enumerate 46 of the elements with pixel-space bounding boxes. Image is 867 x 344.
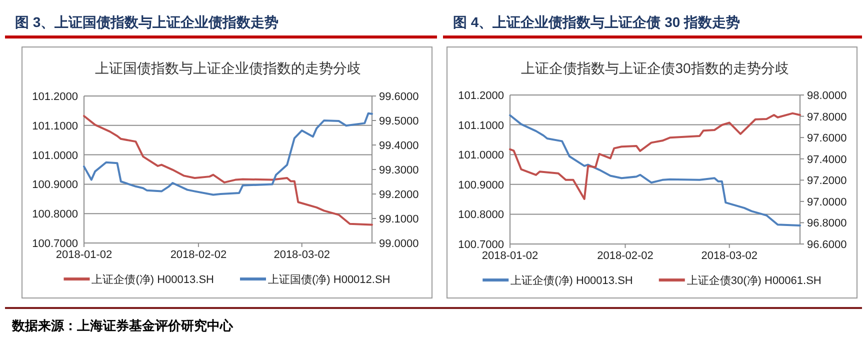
- line-series: [83, 112, 373, 196]
- x-tick-label: 2018-03-02: [701, 250, 758, 262]
- line-series: [509, 114, 801, 227]
- y2-tick-label: 99.5000: [379, 116, 419, 128]
- legend-label: 上证企债(净) H00013.SH: [510, 274, 633, 287]
- chart-title: 图 3、上证国债指数与上证企业债指数走势: [15, 14, 279, 30]
- y2-tick-label: 97.6000: [807, 132, 847, 145]
- legend-label: 上证企债(净) H00013.SH: [92, 273, 214, 286]
- y2-tick-label: 98.0000: [807, 90, 847, 102]
- y-tick-label: 100.9000: [32, 179, 78, 192]
- y2-tick-label: 97.2000: [807, 175, 847, 188]
- y-tick-label: 100.7000: [458, 239, 504, 251]
- y-tick-label: 101.1000: [32, 120, 78, 132]
- y2-tick-label: 99.1000: [379, 214, 419, 226]
- y-tick-label: 100.9000: [458, 179, 504, 192]
- y-tick-label: 100.8000: [458, 209, 504, 222]
- x-tick-label: 2018-03-02: [274, 249, 330, 261]
- legend-label: 上证国债(净) H00012.SH: [268, 273, 390, 286]
- x-tick-label: 2018-01-02: [56, 249, 112, 261]
- chart-subtitle: 上证企债指数与上证企债30指数的走势分歧: [521, 60, 789, 76]
- y-tick-label: 100.7000: [32, 238, 78, 250]
- y2-tick-label: 96.6000: [807, 239, 847, 251]
- y2-tick-label: 99.2000: [379, 189, 419, 201]
- y2-tick-label: 97.4000: [807, 154, 847, 166]
- chart-subtitle: 上证国债指数与上证企业债指数的走势分歧: [95, 60, 361, 76]
- source-note: 数据来源：上海证券基金评价研究中心: [11, 318, 234, 333]
- y2-tick-label: 99.4000: [379, 140, 419, 152]
- y-tick-label: 101.2000: [32, 91, 78, 103]
- y2-tick-label: 96.8000: [807, 218, 847, 230]
- y2-tick-label: 97.0000: [807, 196, 847, 208]
- line-series: [509, 112, 801, 200]
- y2-tick-label: 99.0000: [379, 238, 419, 250]
- y-tick-label: 100.8000: [32, 208, 78, 221]
- y-tick-label: 101.1000: [458, 120, 504, 132]
- chart-title: 图 4、上证企业债指数与上证企债 30 指数走势: [453, 14, 740, 30]
- legend-label: 上证企债30(净) H00061.SH: [686, 274, 822, 287]
- x-tick-label: 2018-02-02: [170, 249, 227, 261]
- y-tick-label: 101.0000: [458, 150, 504, 162]
- y-tick-label: 101.0000: [32, 150, 78, 162]
- y2-tick-label: 99.3000: [379, 164, 419, 176]
- y2-tick-label: 97.8000: [807, 111, 847, 124]
- y-tick-label: 101.2000: [458, 90, 504, 102]
- line-series: [83, 114, 373, 226]
- x-tick-label: 2018-01-02: [482, 250, 538, 262]
- x-tick-label: 2018-02-02: [597, 250, 654, 262]
- y2-tick-label: 99.6000: [379, 91, 419, 103]
